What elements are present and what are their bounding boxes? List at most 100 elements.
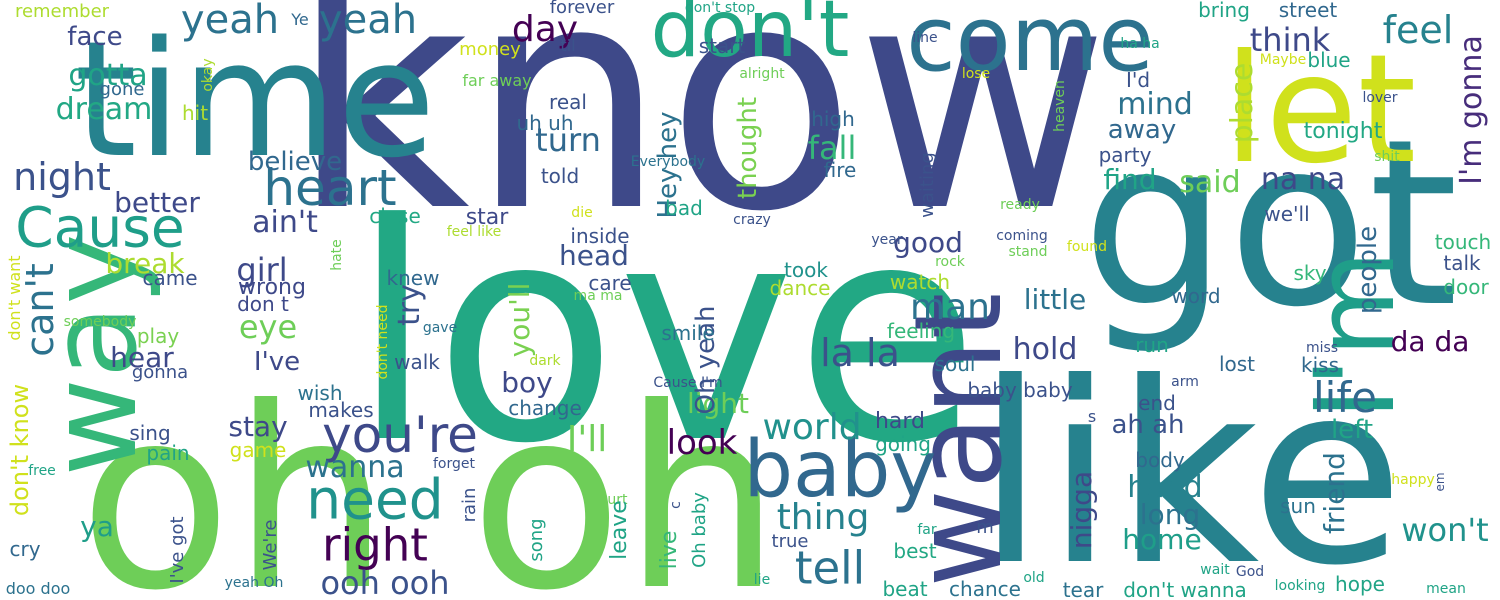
cloud-word: girl <box>236 251 288 289</box>
cloud-word: we'll <box>1264 202 1310 226</box>
cloud-word: inside <box>570 224 630 248</box>
cloud-word: little <box>1023 283 1087 316</box>
cloud-word: door <box>1443 275 1489 299</box>
cloud-word: look <box>666 423 738 463</box>
cloud-word: wanna <box>305 450 405 485</box>
cloud-word: Oh baby <box>689 492 710 568</box>
cloud-word: yeah <box>318 0 418 43</box>
cloud-word: tonight <box>1303 119 1383 144</box>
cloud-word: said <box>1179 165 1241 200</box>
cloud-word: oh oh <box>78 354 782 600</box>
cloud-word: gone <box>99 79 145 100</box>
cloud-word: feel <box>1382 8 1454 52</box>
cloud-word: baby <box>743 425 937 515</box>
cloud-word: tell <box>794 541 866 595</box>
cloud-word: free <box>28 463 56 479</box>
cloud-word: day <box>511 9 579 50</box>
cloud-word: bad <box>665 196 703 220</box>
cloud-word: da da <box>1390 325 1470 358</box>
cloud-word: I'll <box>566 419 608 460</box>
cloud-word: far <box>917 522 937 538</box>
cloud-word: believe <box>247 147 343 177</box>
cloud-word: happy <box>1391 472 1435 488</box>
cloud-word: eye <box>238 308 298 346</box>
cloud-word: live <box>657 530 682 570</box>
cloud-word: thought <box>733 96 763 200</box>
cloud-word: start <box>698 34 746 58</box>
cloud-word: you're <box>322 406 478 464</box>
cloud-word: nigga <box>1065 470 1098 550</box>
cloud-word: came <box>142 266 198 290</box>
cloud-word: best <box>893 539 937 563</box>
cloud-word: lover <box>1362 90 1398 106</box>
cloud-word: end <box>1138 391 1176 415</box>
cloud-word: feel like <box>446 224 502 240</box>
cloud-word: hurt <box>598 492 628 508</box>
cloud-word: people <box>1353 225 1383 315</box>
cloud-word: night <box>13 155 111 199</box>
cloud-word: face <box>67 22 123 52</box>
cloud-word: hand <box>1127 470 1203 505</box>
cloud-word: baby baby <box>967 378 1073 402</box>
cloud-word: Cause <box>15 195 185 260</box>
cloud-word: kiss <box>1301 353 1339 377</box>
cloud-word: like <box>975 329 1405 600</box>
cloud-word: beat <box>882 577 928 600</box>
cloud-word: care <box>588 271 632 295</box>
cloud-word: gave <box>422 320 458 336</box>
cloud-word: world <box>762 407 862 448</box>
cloud-word: game <box>229 438 287 462</box>
cloud-word: let <box>1223 23 1417 197</box>
cloud-word: rock <box>935 254 965 270</box>
cloud-word: home <box>1122 523 1202 556</box>
cloud-word: right <box>322 518 428 572</box>
cloud-word: feeling <box>886 319 956 343</box>
cloud-word: Ye <box>291 10 309 29</box>
cloud-word: don't <box>650 0 850 75</box>
cloud-word: mean <box>1426 581 1466 597</box>
cloud-word: walk <box>394 350 440 374</box>
cloud-word: We're <box>260 519 281 571</box>
cloud-word: I've <box>253 347 301 377</box>
cloud-word: line <box>912 30 938 46</box>
cloud-word: blue <box>1307 48 1351 72</box>
cloud-word: sing <box>129 421 171 445</box>
cloud-word: long <box>1139 498 1201 531</box>
cloud-word: smile <box>661 321 715 345</box>
cloud-word: gonna <box>131 362 189 383</box>
cloud-word: stay <box>228 410 288 443</box>
cloud-word: ya <box>80 510 114 543</box>
cloud-word: away <box>1107 115 1177 145</box>
cloud-word: talk <box>1443 251 1481 275</box>
cloud-word: you'll <box>503 282 536 358</box>
cloud-word: ready <box>1000 197 1040 213</box>
cloud-word: dance <box>769 276 831 300</box>
cloud-word: going <box>875 432 931 456</box>
cloud-word: Maybe <box>1259 52 1307 68</box>
cloud-word: dark <box>529 353 561 369</box>
cloud-word: close <box>369 204 421 228</box>
cloud-word: told <box>540 164 580 188</box>
cloud-word: wish <box>297 381 343 405</box>
cloud-word: doo doo <box>5 579 71 598</box>
cloud-word: don't wanna <box>1123 578 1247 600</box>
cloud-word: thing <box>776 497 870 538</box>
cloud-word: wrong <box>238 275 306 300</box>
cloud-word: I'm gonna <box>1454 35 1489 185</box>
cloud-word: sky <box>1293 261 1327 285</box>
cloud-word: s <box>1087 407 1097 426</box>
cloud-word: body <box>1135 448 1185 472</box>
cloud-word: sun <box>1280 494 1316 518</box>
cloud-word: real <box>549 90 587 114</box>
cloud-word: looking <box>1274 578 1326 594</box>
cloud-word: love <box>350 160 980 509</box>
cloud-word: found <box>1066 239 1108 255</box>
cloud-word: friend <box>1318 452 1351 534</box>
cloud-word: lie <box>753 572 771 588</box>
cloud-word: run <box>1135 333 1169 357</box>
cloud-word: rain <box>459 487 480 523</box>
cloud-word: man <box>910 287 990 328</box>
cloud-word: gotta <box>68 58 148 93</box>
cloud-word: try <box>392 284 427 326</box>
